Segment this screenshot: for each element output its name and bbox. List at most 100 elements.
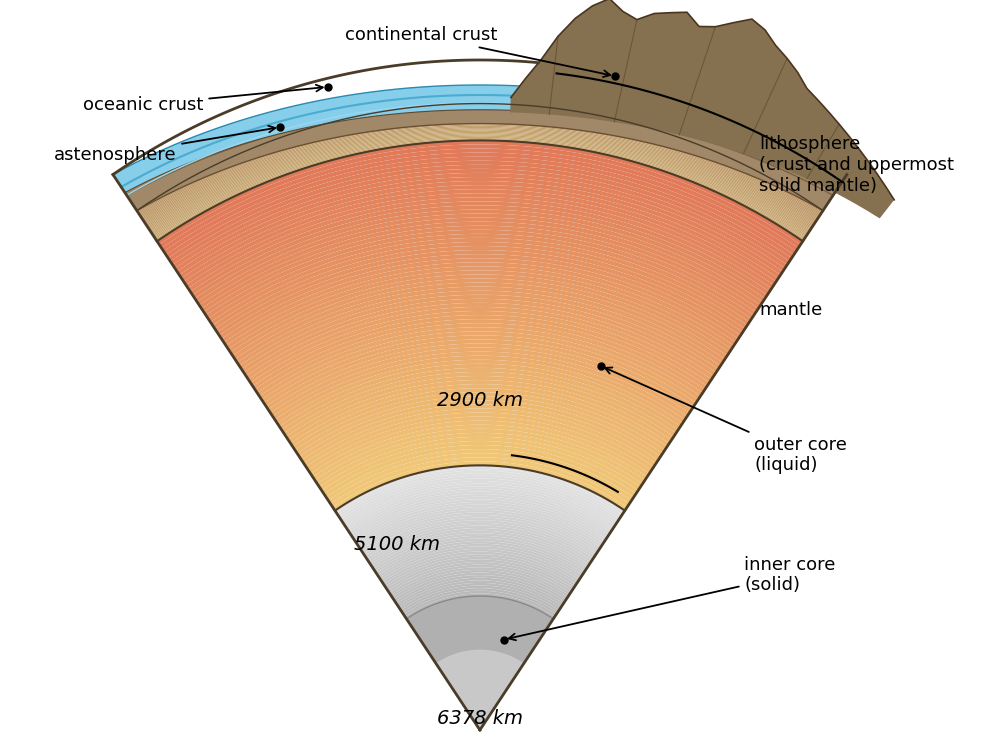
Polygon shape (156, 139, 803, 241)
Polygon shape (379, 547, 580, 580)
Polygon shape (306, 412, 654, 470)
Polygon shape (324, 445, 636, 497)
Polygon shape (228, 270, 732, 352)
Polygon shape (359, 510, 601, 550)
Polygon shape (206, 230, 754, 318)
Polygon shape (161, 149, 798, 252)
Polygon shape (313, 425, 647, 481)
Polygon shape (142, 112, 818, 219)
Polygon shape (326, 449, 634, 500)
Polygon shape (164, 152, 796, 255)
Polygon shape (170, 164, 789, 265)
Polygon shape (179, 181, 781, 278)
Polygon shape (376, 541, 583, 575)
Polygon shape (262, 331, 698, 403)
Polygon shape (365, 520, 595, 558)
Polygon shape (378, 544, 582, 578)
Polygon shape (339, 473, 621, 519)
Polygon shape (215, 246, 745, 332)
Polygon shape (149, 125, 811, 230)
Polygon shape (237, 287, 723, 366)
Polygon shape (308, 417, 652, 474)
Polygon shape (140, 110, 820, 217)
Polygon shape (345, 484, 615, 528)
Polygon shape (213, 242, 747, 329)
Polygon shape (299, 400, 660, 460)
Polygon shape (322, 441, 638, 493)
Polygon shape (331, 457, 629, 507)
Polygon shape (362, 515, 598, 554)
Polygon shape (351, 494, 609, 537)
Polygon shape (146, 119, 814, 225)
Polygon shape (219, 254, 741, 339)
Polygon shape (157, 140, 803, 245)
Polygon shape (348, 489, 612, 532)
Polygon shape (147, 122, 813, 227)
Polygon shape (175, 173, 785, 272)
Polygon shape (177, 177, 783, 275)
Polygon shape (138, 106, 822, 214)
Polygon shape (356, 505, 603, 545)
Polygon shape (355, 502, 605, 543)
Text: lithosphere
(crust and uppermost
solid mantle): lithosphere (crust and uppermost solid m… (759, 135, 954, 195)
Text: inner core
(solid): inner core (solid) (509, 556, 836, 641)
Polygon shape (275, 356, 685, 423)
Polygon shape (284, 372, 676, 436)
Polygon shape (142, 113, 818, 220)
Polygon shape (152, 132, 808, 235)
Text: oceanic crust: oceanic crust (83, 85, 323, 114)
Polygon shape (181, 185, 778, 282)
Polygon shape (392, 570, 568, 599)
Polygon shape (152, 131, 808, 234)
Polygon shape (226, 267, 734, 349)
Polygon shape (385, 556, 575, 589)
Polygon shape (156, 138, 804, 240)
Polygon shape (404, 591, 556, 617)
Polygon shape (302, 405, 658, 463)
Polygon shape (352, 496, 608, 538)
Polygon shape (255, 319, 705, 393)
Polygon shape (150, 127, 810, 231)
Polygon shape (235, 282, 725, 363)
Text: astenosphere: astenosphere (54, 125, 275, 164)
Polygon shape (358, 507, 602, 547)
Polygon shape (436, 650, 524, 730)
Polygon shape (190, 201, 769, 295)
Polygon shape (148, 123, 812, 228)
Polygon shape (186, 193, 774, 288)
Polygon shape (341, 476, 619, 521)
Polygon shape (317, 433, 643, 487)
Polygon shape (217, 250, 743, 336)
Text: 2900 km: 2900 km (437, 391, 523, 409)
Polygon shape (239, 291, 720, 369)
Polygon shape (137, 104, 823, 212)
Polygon shape (293, 388, 667, 450)
Polygon shape (146, 121, 814, 226)
Text: mantle: mantle (759, 301, 822, 319)
Polygon shape (286, 376, 674, 440)
Polygon shape (336, 468, 623, 515)
Polygon shape (381, 549, 579, 582)
Polygon shape (315, 429, 645, 484)
Polygon shape (402, 588, 558, 614)
Polygon shape (195, 210, 765, 302)
Polygon shape (364, 517, 596, 556)
Polygon shape (230, 274, 729, 356)
Polygon shape (304, 409, 656, 467)
Polygon shape (328, 453, 632, 504)
Polygon shape (199, 218, 761, 309)
Polygon shape (246, 303, 714, 379)
Text: continental crust: continental crust (345, 26, 610, 77)
Polygon shape (113, 85, 733, 192)
Polygon shape (140, 108, 820, 216)
Polygon shape (184, 189, 776, 285)
Text: 5100 km: 5100 km (354, 535, 440, 554)
Polygon shape (389, 565, 570, 595)
Text: 6378 km: 6378 km (437, 708, 523, 728)
Polygon shape (368, 526, 592, 562)
Polygon shape (395, 575, 565, 604)
Polygon shape (151, 129, 809, 233)
Polygon shape (399, 583, 560, 611)
Polygon shape (319, 437, 640, 490)
Polygon shape (279, 363, 680, 430)
